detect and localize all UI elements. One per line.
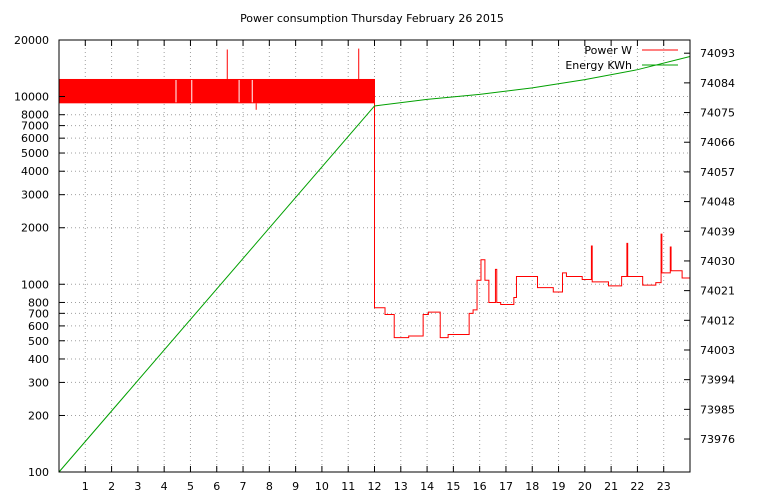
y2-tick-label: 74093 [700, 47, 735, 60]
x-tick-label: 14 [420, 480, 434, 493]
x-tick-label: 22 [630, 480, 644, 493]
y-tick-label: 100 [28, 466, 49, 479]
x-tick-label: 10 [315, 480, 329, 493]
x-tick-label: 23 [657, 480, 671, 493]
y2-tick-label: 74003 [700, 344, 735, 357]
y-tick-label: 3000 [21, 189, 49, 202]
x-tick-label: 6 [213, 480, 220, 493]
legend: Power W Energy KWh [565, 44, 678, 72]
x-tick-label: 19 [552, 480, 566, 493]
y-tick-label: 1000 [21, 278, 49, 291]
y2-tick-label: 73985 [700, 403, 735, 416]
y-tick-label: 300 [28, 376, 49, 389]
legend-label: Energy KWh [565, 59, 632, 72]
y2-tick-label: 74066 [700, 136, 735, 149]
x-tick-label: 2 [108, 480, 115, 493]
legend-label: Power W [584, 44, 632, 57]
x-tick-label: 8 [266, 480, 273, 493]
y-tick-label: 600 [28, 320, 49, 333]
power-line [374, 78, 690, 339]
y2-tick-label: 73976 [700, 433, 735, 446]
series-layer [58, 48, 691, 473]
chart-title: Power consumption Thursday February 26 2… [240, 12, 504, 25]
x-tick-label: 17 [499, 480, 513, 493]
y-tick-label: 400 [28, 353, 49, 366]
y-tick-label: 4000 [21, 165, 49, 178]
energy-line [58, 56, 691, 473]
y2-tick-label: 74030 [700, 255, 735, 268]
y-tick-label: 200 [28, 409, 49, 422]
x-tick-label: 16 [473, 480, 487, 493]
y-tick-label: 700 [28, 307, 49, 320]
y-tick-label: 8000 [21, 109, 49, 122]
x-tick-label: 21 [604, 480, 618, 493]
x-tick-label: 3 [134, 480, 141, 493]
power-band [59, 78, 375, 104]
x-tick-label: 4 [161, 480, 168, 493]
x-tick-label: 7 [240, 480, 247, 493]
y2-tick-label: 74084 [700, 77, 735, 90]
y-tick-label: 6000 [21, 132, 49, 145]
x-tick-label: 12 [368, 480, 382, 493]
y-tick-label: 5000 [21, 147, 49, 160]
y-tick-label: 800 [28, 296, 49, 309]
x-tick-label: 9 [292, 480, 299, 493]
x-tick-label: 15 [446, 480, 460, 493]
x-tick-label: 11 [341, 480, 355, 493]
y2-tick-label: 74039 [700, 225, 735, 238]
y-tick-label: 20000 [14, 34, 49, 47]
y2-tick-label: 74021 [700, 285, 735, 298]
ticks-layer: 1 2 3 4 5 6 7 8 9 10 11 12 13 14 15 16 17 18 19 20 21 22 23100… [14, 34, 735, 493]
y2-tick-label: 73994 [700, 374, 735, 387]
y-tick-label: 7000 [21, 120, 49, 133]
y2-tick-label: 74012 [700, 314, 735, 327]
x-tick-label: 5 [187, 480, 194, 493]
y-tick-label: 2000 [21, 222, 49, 235]
x-tick-label: 1 [82, 480, 89, 493]
y2-tick-label: 74075 [700, 107, 735, 120]
y-tick-label: 10000 [14, 91, 49, 104]
y2-tick-label: 74057 [700, 166, 735, 179]
x-tick-label: 20 [578, 480, 592, 493]
y2-tick-label: 74048 [700, 196, 735, 209]
x-tick-label: 13 [394, 480, 408, 493]
x-tick-label: 18 [525, 480, 539, 493]
y-tick-label: 500 [28, 335, 49, 348]
